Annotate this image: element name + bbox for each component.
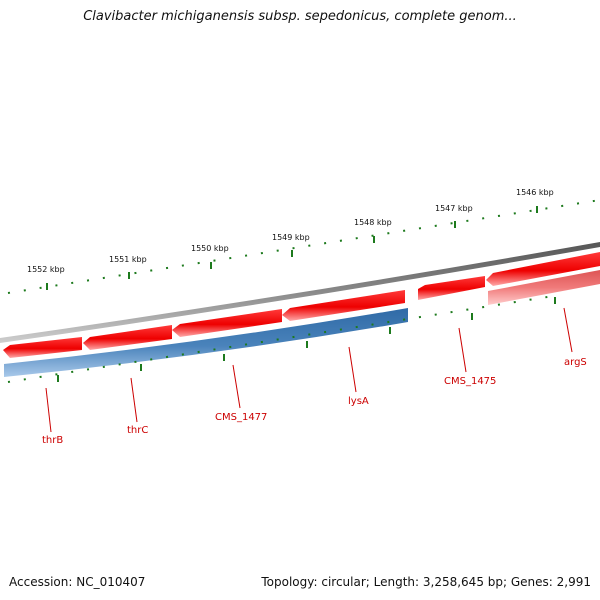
genome-summary-text: Topology: circular; Length: 3,258,645 bp… (261, 575, 591, 589)
gene-label-CMS_1477: CMS_1477 (215, 412, 267, 423)
gene-label-thrB: thrB (42, 435, 63, 446)
scale-major-ticks (46, 206, 538, 290)
gene-label-CMS_1475: CMS_1475 (444, 376, 496, 387)
scale-label: 1547 kbp (435, 204, 473, 213)
gene-label-argS: argS (564, 357, 587, 368)
scale-label: 1552 kbp (27, 265, 65, 274)
gene-arrow-forward (83, 325, 172, 350)
map-title: Clavibacter michiganensis subsp. sepedon… (83, 9, 517, 24)
gene-arrow-forward (282, 290, 405, 321)
gene-label-lysA: lysA (348, 396, 369, 407)
gene-arrow-forward-light (488, 270, 600, 305)
scale-label: 1550 kbp (191, 244, 229, 253)
scale-label: 1551 kbp (109, 255, 147, 264)
gene-arrow-forward (418, 276, 485, 300)
scale-label: 1546 kbp (516, 188, 554, 197)
gene-arrow-reverse (4, 308, 408, 377)
scale-label: 1548 kbp (354, 218, 392, 227)
gene-label-thrC: thrC (127, 425, 148, 436)
scale-label: 1549 kbp (272, 233, 310, 242)
gene-label-leaders (45, 307, 573, 433)
gene-arrow-forward (3, 337, 82, 358)
accession-text: Accession: NC_010407 (9, 575, 146, 589)
scale-major-ticks-inner (57, 297, 556, 382)
genome-backbone (0, 242, 600, 343)
scale-ticks-inner (7, 294, 561, 383)
gene-arrow-forward (486, 252, 600, 286)
gene-arrow-forward (172, 309, 282, 337)
